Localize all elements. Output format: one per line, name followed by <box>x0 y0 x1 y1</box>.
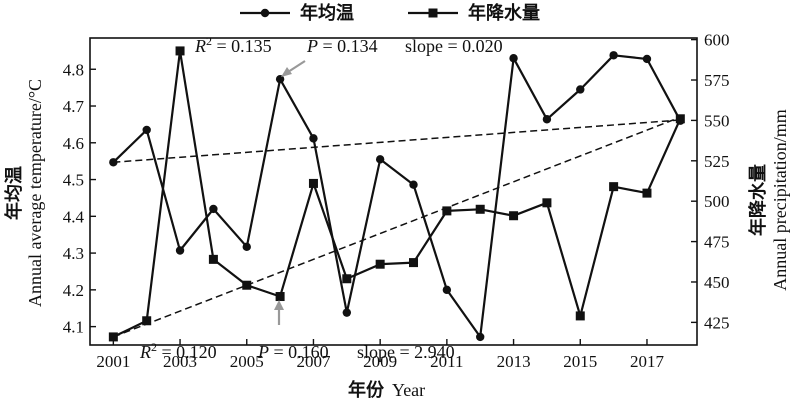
precip-point-2016 <box>609 182 619 192</box>
annotation-top-p: P = 0.134 <box>306 36 378 56</box>
x-axis-title-en: Year <box>392 380 425 400</box>
arrow-bottom <box>274 300 284 325</box>
right-tick-label-1: 450 <box>704 273 730 292</box>
precip-point-2010 <box>409 258 419 268</box>
annotation-bottom-p: P = 0.160 <box>257 342 329 362</box>
left-tick-label-7: 4.8 <box>63 60 84 79</box>
precip-point-2014 <box>542 198 552 208</box>
temp-point-2013 <box>509 54 518 63</box>
arrow-top <box>281 60 306 77</box>
left-tick-label-5: 4.6 <box>63 134 84 153</box>
temp-point-2004 <box>209 204 218 214</box>
x-axis: 2001 2003 2005 2007 2009 2011 2013 2015 2017 <box>96 339 664 371</box>
series-lines <box>112 49 682 338</box>
left-axis-title-en: Annual average temperature/°C <box>25 79 45 307</box>
x-tick-label-6: 2013 <box>497 352 531 371</box>
right-axis: 425 450 475 500 525 550 575 600 <box>691 31 730 332</box>
x-axis-title-cn: 年份 <box>348 379 385 401</box>
x-tick-label-4: 2009 <box>363 352 397 371</box>
temp-point-2014 <box>542 115 552 124</box>
right-tick-label-4: 525 <box>704 152 730 171</box>
left-tick-label-4: 4.5 <box>63 171 84 190</box>
temp-point-2001 <box>109 158 118 167</box>
precip-point-2011 <box>442 206 452 216</box>
right-axis-title-cn: 年降水量 <box>747 164 769 236</box>
left-tick-label-1: 4.2 <box>63 281 84 300</box>
plot-frame <box>89 37 698 346</box>
temp-point-2008 <box>342 308 352 317</box>
precip-point-2017 <box>642 188 652 198</box>
precip-point-2015 <box>575 311 585 321</box>
precip-point-2006 <box>275 292 285 302</box>
precip-point-2005 <box>242 280 252 290</box>
x-tick-label-8: 2017 <box>630 352 665 371</box>
legend-temp-marker <box>260 8 270 18</box>
precip-point-2001 <box>108 332 118 342</box>
series-line-0 <box>112 54 682 338</box>
precip-point-2009 <box>375 259 385 269</box>
annotation-bottom-r2: R2 = 0.120 <box>139 340 217 362</box>
annotation-top-r2: R2 = 0.135 <box>194 34 272 56</box>
temp-point-2005 <box>242 242 251 252</box>
trend-lines <box>113 116 681 338</box>
temp-point-2009 <box>375 155 385 164</box>
legend-precip-label: 年降水量 <box>468 2 540 24</box>
precip-point-2002 <box>142 316 152 326</box>
precip-point-2018 <box>675 114 685 124</box>
temp-point-2006 <box>275 74 285 84</box>
temp-point-2002 <box>142 125 151 135</box>
annotation-bottom-slope: slope = 2.940 <box>357 342 455 362</box>
trend-line-0 <box>113 119 681 164</box>
left-tick-label-3: 4.4 <box>63 207 85 226</box>
precip-point-2004 <box>208 254 218 264</box>
temp-point-2016 <box>609 51 618 60</box>
temp-point-2007 <box>309 134 318 143</box>
precip-point-2013 <box>509 211 519 221</box>
plot-border <box>89 37 698 346</box>
right-tick-label-0: 425 <box>704 313 730 332</box>
temp-point-2010 <box>409 180 418 189</box>
legend: 年均温 年降水量 <box>240 2 540 24</box>
trend-line-1 <box>113 116 681 338</box>
x-tick-label-3: 2007 <box>296 352 331 371</box>
temp-point-2017 <box>642 54 652 64</box>
left-axis-title-cn: 年均温 <box>3 166 25 220</box>
right-tick-label-5: 550 <box>704 111 730 130</box>
x-tick-label-1: 2003 <box>163 352 197 371</box>
x-tick-label-0: 2001 <box>96 352 130 371</box>
precip-point-2003 <box>175 46 185 56</box>
temp-point-2012 <box>476 332 485 342</box>
temp-point-2015 <box>576 85 585 94</box>
right-tick-label-2: 475 <box>704 233 730 252</box>
left-tick-label-2: 4.3 <box>63 244 84 263</box>
precip-point-2008 <box>342 274 352 284</box>
legend-temp-label: 年均温 <box>300 2 354 24</box>
series-markers <box>108 46 685 342</box>
x-tick-label-2: 2005 <box>230 352 264 371</box>
temp-point-2003 <box>175 246 185 255</box>
series-line-1 <box>112 49 682 338</box>
x-tick-label-7: 2015 <box>563 352 597 371</box>
right-tick-label-7: 600 <box>704 31 730 50</box>
legend-precip-marker <box>428 8 438 18</box>
x-tick-label-5: 2011 <box>430 352 463 371</box>
right-axis-title-en: Annual precipitation/mm <box>770 109 790 290</box>
right-tick-label-3: 500 <box>704 192 730 211</box>
precip-point-2012 <box>475 204 485 214</box>
temp-point-2011 <box>442 285 452 295</box>
left-axis: 4.1 4.2 4.3 4.4 4.5 4.6 4.7 4.8 <box>63 60 96 337</box>
left-tick-label-6: 4.7 <box>63 97 85 116</box>
annotation-top-slope: slope = 0.020 <box>405 36 503 56</box>
precip-point-2007 <box>308 178 318 188</box>
right-tick-label-6: 575 <box>704 71 730 90</box>
left-tick-label-0: 4.1 <box>63 318 84 337</box>
